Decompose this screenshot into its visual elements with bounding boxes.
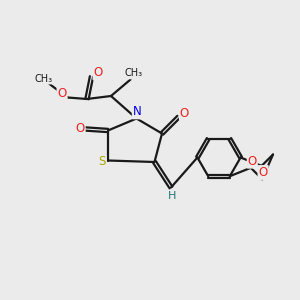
Text: O: O — [248, 155, 257, 168]
Text: O: O — [180, 107, 189, 120]
Text: CH₃: CH₃ — [124, 68, 142, 79]
Text: H: H — [167, 191, 176, 201]
Text: O: O — [76, 122, 85, 135]
Text: O: O — [259, 166, 268, 179]
Text: O: O — [58, 87, 67, 101]
Text: S: S — [98, 155, 106, 169]
Text: O: O — [94, 66, 103, 80]
Text: CH₃: CH₃ — [34, 74, 52, 84]
Text: N: N — [133, 105, 142, 119]
